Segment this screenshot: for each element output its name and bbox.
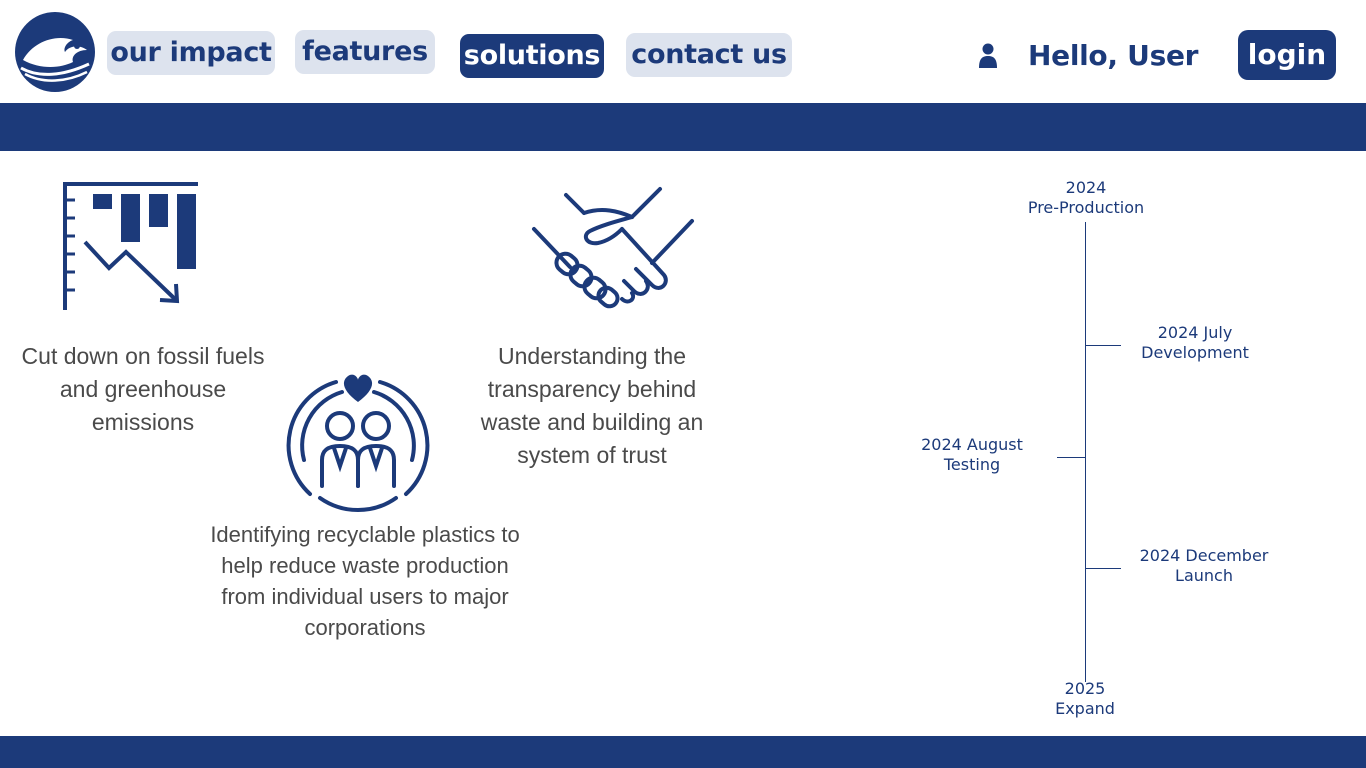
timeline-axis bbox=[1085, 222, 1086, 682]
user-greeting: Hello, User bbox=[1028, 39, 1199, 72]
feature-text-transparency: Understanding the transparency behind wa… bbox=[480, 343, 704, 468]
timeline-item-testing: 2024 August Testing bbox=[906, 435, 1038, 475]
nav-contact-us[interactable]: contact us bbox=[626, 33, 792, 77]
timeline-year: 2024 bbox=[1065, 178, 1107, 197]
timeline-phase: Testing bbox=[943, 455, 1001, 474]
timeline-phase: Launch bbox=[1175, 566, 1233, 585]
community-heart-icon bbox=[286, 374, 430, 513]
login-button[interactable]: login bbox=[1238, 30, 1336, 80]
user-icon bbox=[979, 43, 997, 68]
timeline-item-development: 2024 July Development bbox=[1130, 323, 1260, 363]
nav-features[interactable]: features bbox=[295, 30, 435, 74]
timeline-phase: Expand bbox=[1055, 699, 1115, 718]
wave-logo-icon bbox=[20, 38, 90, 82]
nav-solutions[interactable]: solutions bbox=[460, 34, 604, 78]
timeline-tick bbox=[1057, 457, 1085, 458]
handshake-icon bbox=[532, 187, 694, 309]
timeline-year: 2024 July bbox=[1157, 323, 1233, 342]
timeline-tick bbox=[1085, 345, 1121, 346]
feature-text-recycling: Identifying recyclable plastics to help … bbox=[210, 522, 520, 640]
timeline-year: 2024 December bbox=[1139, 546, 1269, 565]
declining-chart-icon bbox=[63, 182, 198, 310]
feature-text-emissions: Cut down on fossil fuels and greenhouse … bbox=[21, 343, 265, 435]
timeline-year: 2024 August bbox=[921, 435, 1023, 454]
timeline-phase: Pre-Production bbox=[1027, 198, 1145, 217]
timeline-tick bbox=[1085, 568, 1121, 569]
timeline-item-expand: 2025 Expand bbox=[1030, 679, 1140, 719]
logo[interactable] bbox=[15, 12, 95, 92]
timeline-year: 2025 bbox=[1064, 679, 1106, 698]
timeline-item-launch: 2024 December Launch bbox=[1128, 546, 1280, 586]
header-band bbox=[0, 103, 1366, 151]
nav-our-impact[interactable]: our impact bbox=[107, 31, 275, 75]
footer-band bbox=[0, 736, 1366, 768]
timeline-phase: Development bbox=[1141, 343, 1249, 362]
timeline-item-pre-production: 2024 Pre-Production bbox=[1016, 178, 1156, 218]
